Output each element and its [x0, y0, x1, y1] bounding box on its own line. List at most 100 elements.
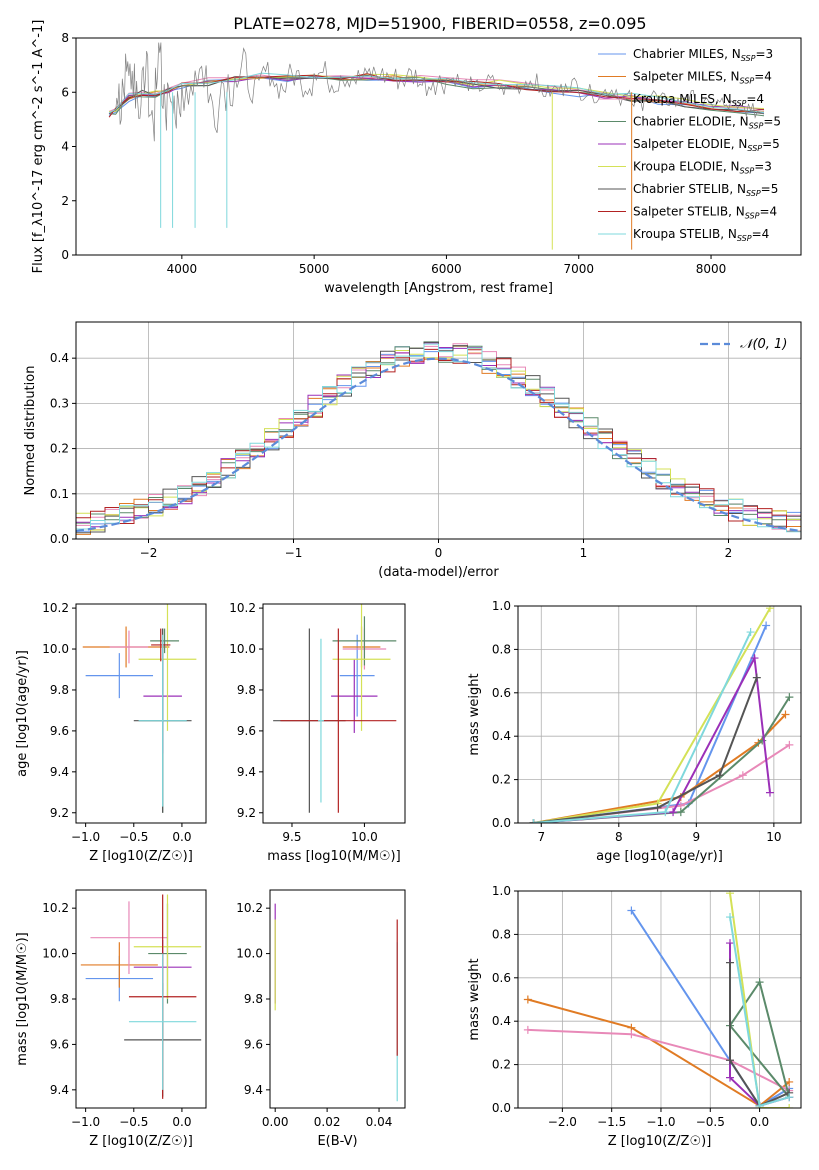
- histogram-series-7: [76, 348, 801, 532]
- age-mass-ytick-label-0: 9.2: [237, 806, 256, 820]
- histogram-series-8: [76, 343, 801, 533]
- weight-age-marker-4-3: [765, 788, 774, 797]
- spectrum-ytick-label-4: 8: [61, 31, 69, 45]
- mass-z-point-2: [90, 901, 168, 975]
- weight-age-marker-4-2: [750, 654, 759, 663]
- histogram-ytick-label-0: 0.0: [50, 532, 69, 546]
- weight-z-marker-3-1: [755, 978, 764, 987]
- mass-z-ytick-label-1: 9.6: [50, 1037, 69, 1051]
- spectrum-ticks: 4000 5000 6000 7000 8000 0 2 4 6 8 wavelength [Ang…: [31, 20, 726, 296]
- age-mass-xtick-label-1: 10.0: [351, 830, 378, 844]
- age-mass-ytick-label-5: 10.2: [229, 601, 256, 615]
- histogram-ytick-label-4: 0.4: [50, 351, 69, 365]
- mass-ebv-xlabel: E(B-V): [317, 1134, 357, 1149]
- weight-z-marker-7-1: [755, 1101, 764, 1108]
- weight-z-series-1: [527, 998, 790, 1108]
- mass-ebv-ytick-label-1: 9.6: [244, 1037, 263, 1051]
- mass-z-xtick-label-2: 0.0: [172, 1115, 191, 1129]
- age-mass-point-8: [318, 638, 324, 803]
- weight-z-marks: [523, 891, 794, 1108]
- weight-age-xtick-label-1: 8: [615, 830, 623, 844]
- weight-z-ytick-label-1: 0.2: [492, 1058, 511, 1072]
- spectrum-ytick-label-2: 4: [61, 140, 69, 154]
- weight-age-marks: [529, 606, 794, 823]
- weight-z-marker-2-1: [627, 1030, 636, 1039]
- weight-age-marker-1-3: [781, 710, 790, 719]
- spectrum-ytick-label-3: 6: [61, 85, 69, 99]
- weight-age-ticks: 7 8 9 10 0.0 0.2 0.4 0.6 0.8 1.0 age [log10(age/yr…: [467, 599, 782, 864]
- age-mass-ytick-label-4: 10.0: [229, 642, 256, 656]
- age-mass-point-0: [339, 634, 375, 717]
- histogram-xtick-label-2: 0: [435, 546, 443, 560]
- mass-z-xtick-label-1: −0.5: [119, 1115, 148, 1129]
- age-mass-point-5: [332, 604, 391, 731]
- mass-z-point-8: [128, 953, 197, 1090]
- age-z-point-0: [85, 653, 154, 699]
- age-mass-xtick-label-0: 9.5: [282, 830, 301, 844]
- weight-age-xtick-label-0: 7: [537, 830, 545, 844]
- mass-z-point-5: [133, 894, 202, 999]
- weight-z-xtick-label-1: −1.5: [597, 1115, 626, 1129]
- mass-z-point-1: [80, 942, 158, 988]
- age-z-ytick-label-3: 9.8: [50, 683, 69, 697]
- weight-age-marker-6-2: [715, 771, 724, 780]
- histogram-ylabel: Normed distribution: [23, 366, 38, 496]
- histogram-marks: [76, 341, 801, 535]
- histogram-xtick-label-1: −1: [285, 546, 303, 560]
- weight-z-series-6: [729, 962, 790, 1108]
- spectrum-ylabel: Flux [f_λ10^-17 erg cm^-2 s^-1 A^-1]: [31, 20, 46, 274]
- weight-z-series-5: [729, 893, 790, 1108]
- weight-age-marker-2-2: [738, 771, 747, 780]
- weight-z-frame: [517, 890, 802, 1109]
- age-mass-ytick-label-2: 9.6: [237, 724, 256, 738]
- weight-z-marker-1-0: [523, 995, 532, 1004]
- age-z-ticks: −1.0 −0.5 0.0 9.2 9.4 9.6 9.8 10.0 10.2 Z [log10(…: [15, 601, 193, 864]
- age-mass-frame: [262, 603, 406, 824]
- histogram-xtick-label-0: −2: [140, 546, 158, 560]
- mass-ebv-ytick-label-3: 10.0: [236, 947, 263, 961]
- mass-ebv-xtick-label-2: 0.04: [366, 1115, 393, 1129]
- age-z-point-6: [150, 628, 180, 654]
- weight-age-marker-4-1: [669, 808, 678, 817]
- age-mass-ytick-label-1: 9.4: [237, 765, 256, 779]
- spectrum-legend: Chabrier MILES, NSSP=3 Salpeter MILES, NS…: [598, 47, 781, 243]
- weight-z-ytick-label-2: 0.4: [492, 1014, 511, 1028]
- age-z-marks: [82, 604, 197, 813]
- weight-z-ticks: −2.0 −1.5 −1.0 −0.5 0.0 0.0 0.2 0.4 0.6 0.8 1.0 Z […: [467, 884, 769, 1149]
- mass-ebv-xtick-label-1: 0.02: [314, 1115, 341, 1129]
- mass-ebv-marks: [274, 903, 398, 1102]
- weight-z-marker-0-0: [627, 906, 636, 915]
- spectrum-ytick-label-1: 2: [61, 194, 69, 208]
- weight-z-xtick-label-0: −2.0: [548, 1115, 577, 1129]
- spectrum-model-7: [108, 73, 765, 118]
- mass-z-ticks: −1.0 −0.5 0.0 9.4 9.6 9.8 10.0 10.2 Z [log10(Z/Z…: [15, 901, 193, 1149]
- age-mass-ticks: 9.5 10.0 9.2 9.4 9.6 9.8 10.0 10.2 mass [log10(M…: [229, 601, 400, 864]
- age-z-ylabel: age [log10(age/yr)]: [15, 650, 30, 777]
- mass-z-ytick-label-0: 9.4: [50, 1083, 69, 1097]
- weight-age-frame: [517, 605, 802, 824]
- weight-z-marker-5-0: [726, 891, 735, 898]
- spectrum-legend-label-3: Chabrier ELODIE, NSSP=5: [633, 115, 781, 131]
- weight-z-marker-6-0: [726, 958, 735, 967]
- weight-age-marker-7-0: [529, 819, 538, 823]
- spectrum-legend-label-0: Chabrier MILES, NSSP=3: [633, 47, 773, 63]
- spectrum-xtick-label-2: 6000: [431, 262, 462, 276]
- histogram-legend: 𝒩(0, 1): [700, 337, 787, 352]
- weight-z-xtick-label-4: 0.0: [750, 1115, 769, 1129]
- weight-z-xlabel: Z [log10(Z/Z☉)]: [608, 1134, 712, 1149]
- weight-age-marker-7-2: [746, 628, 755, 637]
- weight-z-series-2: [527, 1028, 790, 1092]
- histogram-normal-curve: [76, 357, 801, 533]
- weight-z-marker-2-0: [523, 1025, 532, 1034]
- spectrum-legend-label-8: Kroupa STELIB, NSSP=4: [633, 227, 769, 243]
- weight-z-marker-4-1: [726, 1073, 735, 1082]
- spectrum-marks: [108, 42, 765, 250]
- mass-z-ytick-label-4: 10.2: [42, 901, 69, 915]
- spectrum-title: PLATE=0278, MJD=51900, FIBERID=0558, z=0…: [233, 14, 646, 33]
- age-z-ytick-label-2: 9.6: [50, 724, 69, 738]
- weight-z-ytick-label-3: 0.6: [492, 971, 511, 985]
- weight-z-xtick-label-3: −0.5: [696, 1115, 725, 1129]
- age-z-ytick-label-1: 9.4: [50, 765, 69, 779]
- mass-ebv-ytick-label-4: 10.2: [236, 901, 263, 915]
